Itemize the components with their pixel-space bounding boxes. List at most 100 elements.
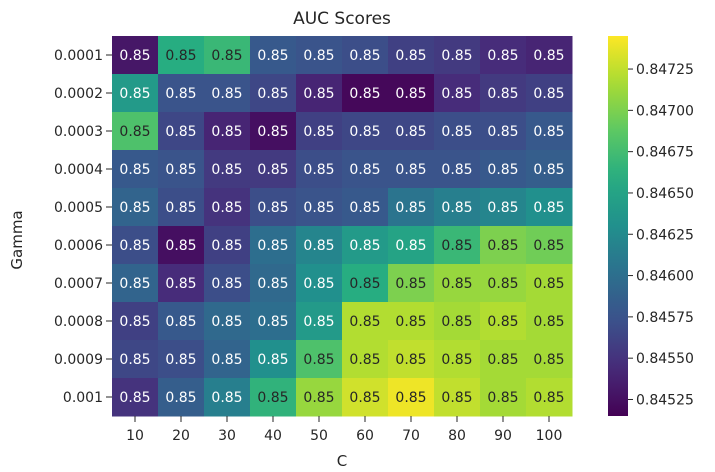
heatmap-cell bbox=[250, 188, 297, 227]
heatmap-cell bbox=[388, 112, 435, 151]
cell-value-label: 0.85 bbox=[119, 124, 150, 140]
cell-value-label: 0.85 bbox=[119, 276, 150, 292]
heatmap-cell bbox=[204, 340, 251, 379]
cell-value-label: 0.85 bbox=[303, 86, 334, 102]
heatmap-cell bbox=[342, 264, 389, 303]
heatmap-cell bbox=[526, 264, 573, 303]
cell-value-label: 0.85 bbox=[165, 276, 196, 292]
cell-value-label: 0.85 bbox=[303, 314, 334, 330]
heatmap-cell bbox=[112, 340, 159, 379]
heatmap-cell bbox=[158, 112, 205, 151]
cell-value-label: 0.85 bbox=[119, 352, 150, 368]
colorbar-tick-label: 0.84625 bbox=[636, 227, 694, 243]
heatmap-cell bbox=[388, 226, 435, 265]
cell-value-label: 0.85 bbox=[533, 238, 564, 254]
cell-value-label: 0.85 bbox=[349, 86, 380, 102]
cell-value-label: 0.85 bbox=[441, 352, 472, 368]
x-tick-label: 20 bbox=[172, 428, 190, 444]
heatmap-cells: 0.85 0.85 0.85 0.85 0.85 0.85 0.85 0.85 0.85 0.85… bbox=[112, 36, 573, 417]
heatmap-cell bbox=[204, 302, 251, 341]
heatmap-cell bbox=[296, 264, 343, 303]
cell-value-label: 0.85 bbox=[533, 162, 564, 178]
x-tick-label: 100 bbox=[536, 428, 563, 444]
cell-value-label: 0.85 bbox=[533, 276, 564, 292]
heatmap-cell bbox=[250, 302, 297, 341]
heatmap-cell bbox=[296, 340, 343, 379]
heatmap-cell bbox=[250, 378, 297, 417]
cell-value-label: 0.85 bbox=[533, 390, 564, 406]
cell-value-label: 0.85 bbox=[441, 124, 472, 140]
heatmap-cell bbox=[158, 36, 205, 75]
y-tick-label: 0.0003 bbox=[54, 124, 103, 140]
colorbar-tick-label: 0.84525 bbox=[636, 392, 694, 408]
cell-value-label: 0.85 bbox=[303, 124, 334, 140]
heatmap-cell bbox=[158, 150, 205, 189]
cell-value-label: 0.85 bbox=[165, 390, 196, 406]
cell-value-label: 0.85 bbox=[349, 200, 380, 216]
heatmap-cell bbox=[296, 112, 343, 151]
heatmap-cell bbox=[204, 150, 251, 189]
heatmap-cell bbox=[296, 74, 343, 113]
heatmap-cell bbox=[526, 150, 573, 189]
x-axis-label: C bbox=[337, 452, 347, 470]
cell-value-label: 0.85 bbox=[119, 314, 150, 330]
heatmap-cell bbox=[204, 36, 251, 75]
heatmap-cell bbox=[112, 150, 159, 189]
heatmap-cell bbox=[388, 188, 435, 227]
cell-value-label: 0.85 bbox=[303, 352, 334, 368]
cell-value-label: 0.85 bbox=[303, 390, 334, 406]
heatmap-cell bbox=[434, 340, 481, 379]
cell-value-label: 0.85 bbox=[395, 200, 426, 216]
cell-value-label: 0.85 bbox=[487, 390, 518, 406]
colorbar-tick-label: 0.84700 bbox=[636, 103, 694, 119]
heatmap-cell bbox=[526, 36, 573, 75]
heatmap-cell bbox=[296, 226, 343, 265]
x-tick-label: 40 bbox=[264, 428, 282, 444]
heatmap-cell bbox=[250, 112, 297, 151]
heatmap-cell bbox=[388, 74, 435, 113]
heatmap-cell bbox=[158, 340, 205, 379]
cell-value-label: 0.85 bbox=[441, 238, 472, 254]
cell-value-label: 0.85 bbox=[257, 86, 288, 102]
cell-value-label: 0.85 bbox=[257, 314, 288, 330]
heatmap-cell bbox=[388, 264, 435, 303]
heatmap-cell bbox=[480, 74, 527, 113]
cell-value-label: 0.85 bbox=[165, 200, 196, 216]
cell-value-label: 0.85 bbox=[395, 238, 426, 254]
cell-value-label: 0.85 bbox=[211, 124, 242, 140]
heatmap-cell bbox=[158, 302, 205, 341]
colorbar bbox=[608, 36, 628, 416]
cell-value-label: 0.85 bbox=[395, 48, 426, 64]
heatmap-cell bbox=[388, 378, 435, 417]
cell-value-label: 0.85 bbox=[211, 162, 242, 178]
heatmap-cell bbox=[112, 302, 159, 341]
heatmap-cell bbox=[112, 112, 159, 151]
heatmap-cell bbox=[526, 302, 573, 341]
cell-value-label: 0.85 bbox=[395, 314, 426, 330]
cell-value-label: 0.85 bbox=[165, 124, 196, 140]
heatmap-cell bbox=[480, 188, 527, 227]
cell-value-label: 0.85 bbox=[211, 200, 242, 216]
heatmap-cell bbox=[158, 188, 205, 227]
y-axis-label: Gamma bbox=[8, 210, 26, 269]
heatmap-cell bbox=[204, 112, 251, 151]
cell-value-label: 0.85 bbox=[487, 352, 518, 368]
heatmap-cell bbox=[204, 74, 251, 113]
colorbar-tick-label: 0.84675 bbox=[636, 145, 694, 161]
cell-value-label: 0.85 bbox=[257, 124, 288, 140]
heatmap-cell bbox=[296, 378, 343, 417]
heatmap-cell bbox=[480, 378, 527, 417]
cell-value-label: 0.85 bbox=[211, 238, 242, 254]
heatmap-cell bbox=[526, 112, 573, 151]
cell-value-label: 0.85 bbox=[119, 86, 150, 102]
heatmap-cell bbox=[204, 188, 251, 227]
chart-title: AUC Scores bbox=[293, 9, 391, 29]
heatmap-cell bbox=[434, 378, 481, 417]
cell-value-label: 0.85 bbox=[349, 390, 380, 406]
cell-value-label: 0.85 bbox=[395, 86, 426, 102]
cell-value-label: 0.85 bbox=[349, 48, 380, 64]
x-tick-label: 60 bbox=[356, 428, 374, 444]
cell-value-label: 0.85 bbox=[441, 48, 472, 64]
x-tick-label: 80 bbox=[448, 428, 466, 444]
heatmap-cell bbox=[250, 36, 297, 75]
